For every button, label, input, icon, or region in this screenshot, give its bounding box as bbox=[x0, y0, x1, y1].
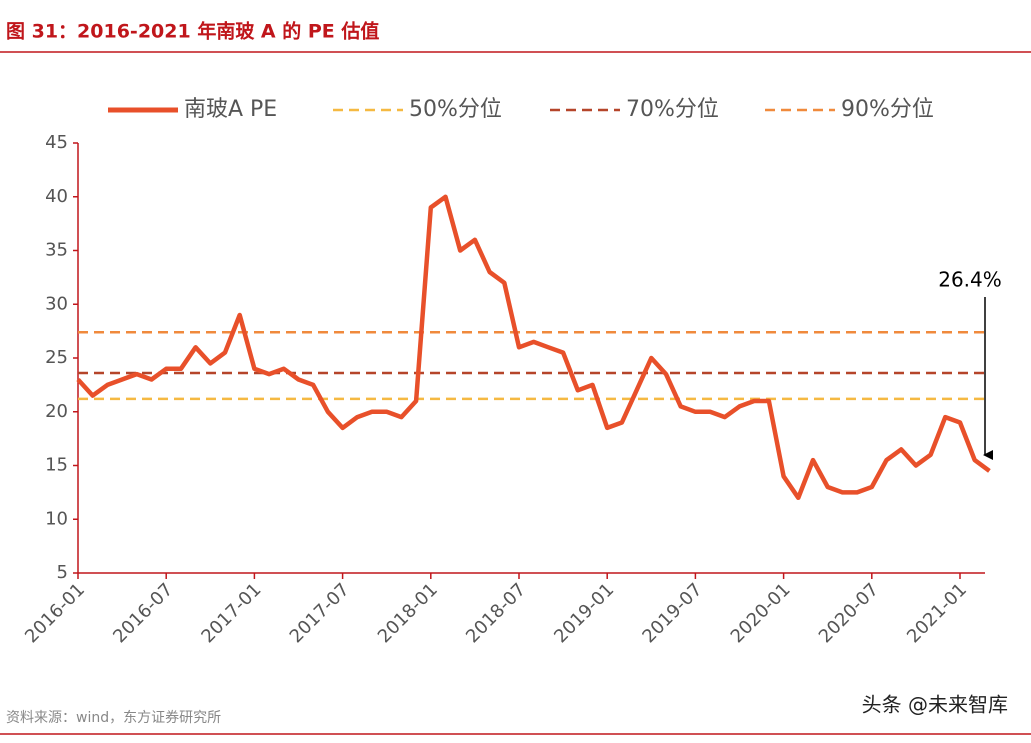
y-tick-label: 5 bbox=[57, 562, 68, 583]
y-tick-label: 15 bbox=[45, 455, 68, 476]
y-tick-label: 45 bbox=[45, 132, 68, 153]
x-tick-label: 2019-07 bbox=[638, 579, 706, 647]
legend-label: 70%分位 bbox=[626, 97, 719, 122]
y-tick-label: 25 bbox=[45, 347, 68, 368]
y-tick-label: 35 bbox=[45, 240, 68, 261]
legend-label: 50%分位 bbox=[409, 97, 502, 122]
x-tick-label: 2019-01 bbox=[550, 579, 618, 647]
x-tick-label: 2016-01 bbox=[21, 579, 89, 647]
watermark: 头条 @未来智库 bbox=[862, 693, 1008, 717]
x-tick-label: 2018-01 bbox=[374, 579, 442, 647]
annotation: 26.4% bbox=[938, 268, 1002, 292]
legend-label: 90%分位 bbox=[841, 97, 934, 122]
x-tick-label: 2020-01 bbox=[727, 579, 795, 647]
y-tick-label: 40 bbox=[45, 186, 68, 207]
legend-label: 南玻A PE bbox=[184, 97, 277, 122]
source: 资料来源：wind，东方证券研究所 bbox=[6, 710, 221, 726]
x-tick-label: 2018-07 bbox=[462, 579, 530, 647]
series-line bbox=[76, 194, 991, 501]
y-tick-label: 20 bbox=[45, 401, 68, 422]
y-tick-label: 10 bbox=[45, 508, 68, 529]
chart-title: 图 31：2016-2021 年南玻 A 的 PE 估值 bbox=[6, 20, 379, 43]
y-tick-label: 30 bbox=[45, 293, 68, 314]
x-tick-label: 2017-07 bbox=[286, 579, 354, 647]
x-tick-label: 2017-01 bbox=[197, 579, 265, 647]
x-tick-label: 2020-07 bbox=[815, 579, 883, 647]
x-tick-label: 2016-07 bbox=[109, 579, 177, 647]
x-tick-label: 2021-01 bbox=[903, 579, 971, 647]
